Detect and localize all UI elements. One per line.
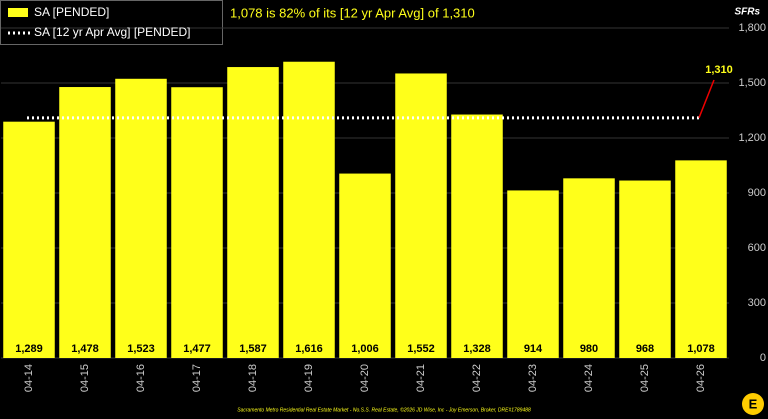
- x-tick-label: 04-15: [79, 364, 91, 392]
- x-tick-label: 04-22: [471, 364, 483, 392]
- value-label: 1,477: [183, 343, 211, 355]
- x-tick-label: 04-14: [23, 364, 35, 392]
- y-tick-label: 1,500: [738, 77, 766, 89]
- x-tick-label: 04-21: [415, 364, 427, 392]
- value-label: 1,616: [295, 343, 323, 355]
- x-tick-label: 04-20: [359, 364, 371, 392]
- logo: [742, 393, 764, 415]
- bar: [563, 178, 615, 358]
- value-label: 1,006: [351, 343, 379, 355]
- value-label: 1,328: [463, 343, 491, 355]
- value-label: 1,289: [15, 343, 43, 355]
- annotation-leader: [698, 79, 715, 119]
- y-tick-label: 1,200: [738, 132, 766, 144]
- y-tick-label: 1,800: [738, 22, 766, 34]
- subtitle: 1,078 is 82% of its [12 yr Apr Avg] of 1…: [230, 5, 475, 20]
- average-label: 1,310: [705, 64, 733, 76]
- bar: [507, 190, 559, 358]
- legend-swatch: [8, 8, 28, 17]
- value-label: 968: [636, 343, 654, 355]
- x-tick-label: 04-26: [695, 364, 707, 392]
- value-label: 980: [580, 343, 598, 355]
- y-axis-label: SFRs: [734, 7, 760, 18]
- bar: [227, 67, 279, 359]
- y-tick-label: 300: [748, 297, 766, 309]
- legend-label: SA [12 yr Apr Avg] [PENDED]: [34, 25, 191, 39]
- legend-label: SA [PENDED]: [34, 5, 109, 19]
- logo-mark: E: [749, 396, 758, 411]
- value-label: 1,587: [239, 343, 267, 355]
- bar: [619, 180, 671, 358]
- bar: [59, 87, 111, 359]
- x-tick-label: 04-24: [583, 364, 595, 392]
- value-label: 1,552: [407, 343, 435, 355]
- y-tick-label: 600: [748, 242, 766, 254]
- y-tick-label: 900: [748, 187, 766, 199]
- bar: [171, 87, 223, 358]
- x-tick-label: 04-18: [247, 364, 259, 392]
- bar: [451, 114, 503, 359]
- footer: Sacramento Metro Residential Real Estate…: [237, 406, 531, 413]
- bar: [115, 78, 167, 359]
- x-tick-label: 04-16: [135, 364, 147, 392]
- legend-box: [0, 0, 223, 45]
- value-label: 1,523: [127, 343, 155, 355]
- x-tick-label: 04-25: [639, 364, 651, 392]
- x-tick-label: 04-23: [527, 364, 539, 392]
- y-tick-label: 0: [760, 352, 766, 364]
- bar: [3, 121, 55, 358]
- bar: [395, 73, 447, 358]
- value-label: 914: [524, 343, 543, 355]
- bar: [675, 160, 727, 358]
- bar: [339, 173, 391, 358]
- x-tick-label: 04-17: [191, 364, 203, 392]
- x-tick-label: 04-19: [303, 364, 315, 392]
- value-label: 1,078: [687, 343, 715, 355]
- bar: [283, 61, 335, 358]
- value-label: 1,478: [71, 343, 99, 355]
